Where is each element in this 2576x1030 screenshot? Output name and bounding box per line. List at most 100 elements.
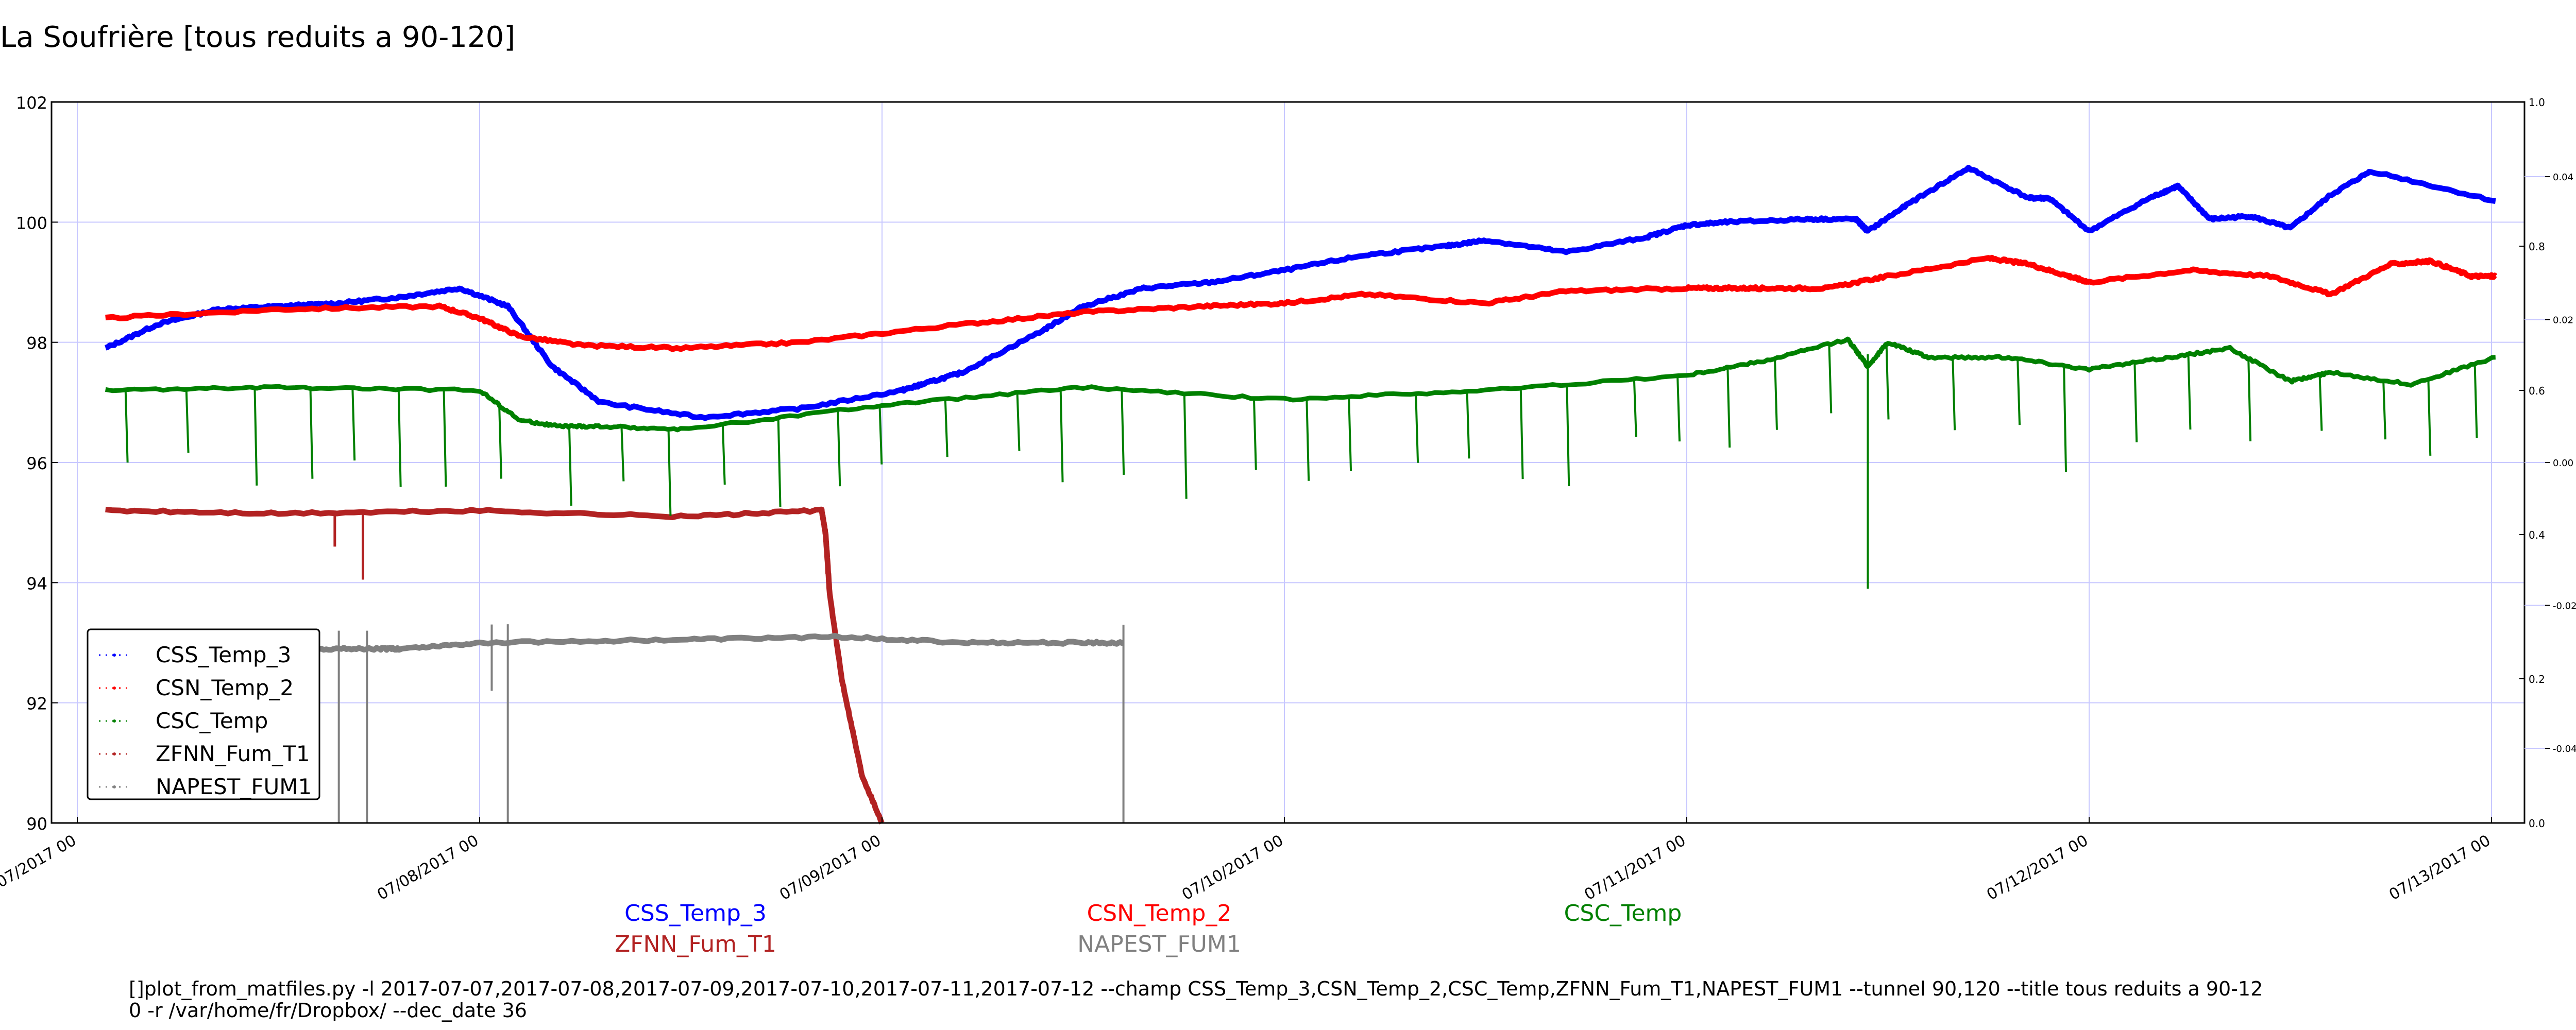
chart: 90 92 94 96 98 100 102 07/07/2017 00 07/08/2017… xyxy=(0,93,2576,904)
csc-dip xyxy=(1774,358,1778,430)
y-tick-label: 102 xyxy=(16,93,47,113)
dips-layer xyxy=(124,344,2478,823)
csc-dip xyxy=(2427,379,2432,456)
right-tick-label: 0.8 xyxy=(2529,241,2545,253)
right2-tick-label: 0.04 xyxy=(2553,172,2573,183)
y-tick-label: 98 xyxy=(26,334,47,353)
legend-label: CSC_Temp xyxy=(156,708,268,733)
series-label-napest-fum1: NAPEST_FUM1 xyxy=(1077,931,1241,957)
legend-marker xyxy=(113,785,116,788)
csc-dip xyxy=(1252,397,1257,470)
csc-dip xyxy=(2382,380,2387,440)
right-tick-label: 1.0 xyxy=(2529,96,2545,109)
legend: CSS_Temp_3 CSN_Temp_2 CSC_Temp ZFNN_Fum_T1 N… xyxy=(87,628,320,800)
series-label-csn-temp-2: CSN_Temp_2 xyxy=(1087,900,1232,926)
csc-dip xyxy=(2473,364,2478,438)
csc-dip xyxy=(2063,365,2067,472)
x-tick-label: 07/07/2017 00 xyxy=(0,832,79,904)
x-axis: 07/07/2017 00 07/08/2017 00 07/09/2017 00 0… xyxy=(0,817,2494,904)
x-tick-label: 07/11/2017 00 xyxy=(1581,832,1689,904)
csc-dip xyxy=(1885,344,1890,420)
csc-dip xyxy=(1466,391,1470,459)
legend-marker xyxy=(113,752,116,756)
right-tick-label: 0.2 xyxy=(2529,673,2545,685)
csc-dip xyxy=(2016,358,2021,425)
csc-dip xyxy=(667,428,672,516)
legend-label: CSN_Temp_2 xyxy=(156,675,294,700)
csc-dip xyxy=(498,405,502,479)
series-line-CSS_Temp_3 xyxy=(105,165,2496,421)
csc-dip xyxy=(1121,389,1125,475)
csc-dip xyxy=(2247,358,2252,441)
csc-dip xyxy=(1016,393,1021,451)
right2-tick-label: 0.00 xyxy=(2553,458,2573,469)
csc-dip xyxy=(2133,362,2138,442)
csc-dip xyxy=(1676,376,1681,442)
csc-dip xyxy=(1633,379,1637,437)
right-axis-1: 0.0 0.2 0.4 0.6 0.8 1.0 xyxy=(2519,96,2545,830)
grid xyxy=(52,102,2524,823)
command-line-1: []plot_from_matfiles.py -l 2017-07-07,20… xyxy=(129,977,2263,1000)
csc-dip xyxy=(2318,374,2323,431)
series-label-csc-temp: CSC_Temp xyxy=(1564,900,1682,926)
csc-dip xyxy=(1348,396,1352,471)
series-label-zfnn-fum-t1: ZFNN_Fum_T1 xyxy=(615,931,776,957)
legend-marker xyxy=(113,719,116,723)
x-tick-label: 07/10/2017 00 xyxy=(1179,832,1286,904)
y-tick-label: 90 xyxy=(26,814,47,834)
legend-label: CSS_Temp_3 xyxy=(156,642,291,667)
csc-dip xyxy=(1415,393,1419,463)
csc-dip xyxy=(1828,344,1833,414)
right-tick-label: 0.4 xyxy=(2529,529,2545,541)
csc-dip xyxy=(1306,398,1310,481)
csc-dip xyxy=(309,388,314,479)
right-axis-2: -0.04 -0.02 0.00 0.02 0.04 xyxy=(2524,172,2576,754)
csc-dip xyxy=(397,389,402,487)
x-tick-label: 07/09/2017 00 xyxy=(776,832,884,904)
csc-dip xyxy=(1726,367,1731,448)
csc-dip xyxy=(253,387,258,486)
right-tick-label: 0.6 xyxy=(2529,385,2545,397)
csc-dip xyxy=(944,400,948,457)
legend-box xyxy=(87,628,320,800)
csc-dip xyxy=(837,410,841,487)
y-tick-label: 96 xyxy=(26,454,47,473)
command-line-2: 0 -r /var/home/fr/Dropbox/ --dec_date 36 xyxy=(129,999,527,1022)
csc-dip xyxy=(620,427,625,482)
csc-dip xyxy=(1183,393,1188,499)
csc-dip xyxy=(1059,389,1064,483)
csc-dip xyxy=(124,390,129,463)
legend-label: NAPEST_FUM1 xyxy=(156,774,312,799)
y-tick-label: 100 xyxy=(16,213,47,233)
series-line-ZFNN_Fum_T1 xyxy=(105,506,885,825)
series-label-css-temp-3: CSS_Temp_3 xyxy=(624,900,767,926)
x-tick-label: 07/12/2017 00 xyxy=(1984,832,2091,904)
right2-tick-label: -0.02 xyxy=(2553,601,2576,612)
csc-dip xyxy=(351,388,356,461)
y-axis: 90 92 94 96 98 100 102 xyxy=(16,93,58,834)
csc-dip xyxy=(2187,354,2192,430)
csc-dip xyxy=(1519,387,1524,479)
csc-dip xyxy=(721,424,726,485)
y-tick-label: 92 xyxy=(26,694,47,714)
csc-dip xyxy=(568,426,572,506)
series-line-CSC_Temp xyxy=(105,336,2496,433)
series-line-CSN_Temp_2 xyxy=(105,254,2498,352)
x-tick-label: 07/13/2017 00 xyxy=(2386,832,2494,904)
csc-dip xyxy=(1952,357,1956,431)
csc-dip xyxy=(443,389,447,487)
page-title: La Soufrière [tous reduits a 90-120] xyxy=(0,21,516,54)
right2-tick-label: 0.02 xyxy=(2553,315,2573,326)
y-tick-label: 94 xyxy=(26,574,47,593)
legend-marker xyxy=(113,686,116,690)
right2-tick-label: -0.04 xyxy=(2553,744,2576,754)
x-tick-label: 07/08/2017 00 xyxy=(374,832,482,904)
csc-dip xyxy=(878,405,883,465)
csc-dip xyxy=(777,418,782,507)
series-layer xyxy=(105,165,2498,825)
right-tick-label: 0.0 xyxy=(2529,817,2545,830)
csc-dip xyxy=(1566,384,1570,487)
legend-marker xyxy=(113,654,116,657)
legend-label: ZFNN_Fum_T1 xyxy=(156,741,310,766)
csc-dip xyxy=(185,389,190,453)
